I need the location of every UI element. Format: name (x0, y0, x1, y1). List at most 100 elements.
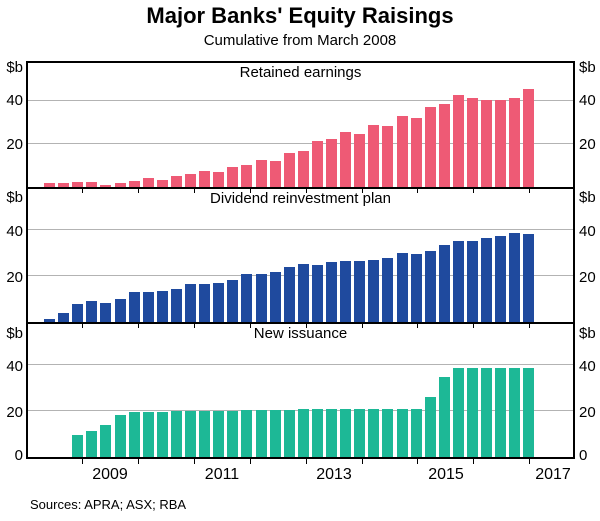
bar (424, 106, 436, 187)
bar (72, 181, 84, 187)
bar (269, 271, 281, 322)
bar (467, 98, 478, 187)
bar (213, 283, 225, 322)
bar (438, 376, 450, 457)
year-tick (82, 189, 83, 193)
bar (523, 367, 535, 457)
bar (438, 103, 450, 187)
year-tick (249, 324, 251, 328)
bar (297, 150, 309, 187)
bar (297, 263, 309, 322)
bar (410, 117, 422, 187)
bar (495, 367, 507, 457)
year-tick (305, 189, 307, 193)
bar (128, 180, 140, 187)
y-axis-tick-label: 40 (579, 223, 596, 240)
bar (340, 261, 352, 322)
bar (481, 238, 493, 322)
chart-subtitle: Cumulative from March 2008 (203, 32, 397, 49)
bar (199, 284, 211, 322)
bar (297, 408, 309, 457)
gridline-20 (28, 143, 573, 145)
y-axis-tick-label: 20 (6, 404, 23, 421)
year-tick (361, 324, 363, 328)
y-axis-unit-label: $b (579, 59, 596, 76)
bar (382, 408, 394, 457)
y-axis-tick-label: 40 (579, 92, 596, 109)
bar (100, 302, 112, 322)
year-tick (249, 189, 251, 193)
bar (227, 166, 239, 187)
x-axis-tick-label: 2017 (535, 466, 571, 483)
year-tick (361, 459, 363, 464)
year-tick (361, 189, 363, 193)
year-tick (473, 189, 475, 193)
year-tick (193, 459, 195, 464)
panel-new-issuance: New issuance (28, 324, 573, 457)
bar (170, 288, 182, 322)
bar (156, 291, 168, 322)
year-tick (529, 324, 531, 328)
y-axis-tick-label: 20 (6, 136, 23, 153)
year-tick (529, 459, 531, 464)
bar (467, 367, 478, 457)
gridline-40 (28, 229, 573, 231)
bar (481, 367, 493, 457)
y-axis-tick-label: 20 (6, 269, 23, 286)
year-tick (137, 459, 139, 464)
bar (326, 138, 337, 187)
bar (467, 240, 478, 322)
bar (283, 152, 295, 187)
bar (311, 264, 323, 322)
bar (269, 161, 281, 187)
bar (227, 279, 239, 322)
bar (100, 184, 112, 187)
bar (185, 284, 196, 322)
bar (213, 411, 225, 457)
bar (354, 133, 366, 187)
y-axis-tick-label: 0 (579, 447, 588, 464)
bar (340, 132, 352, 187)
y-axis-unit-label: $b (6, 189, 23, 206)
bar (227, 411, 239, 457)
panel-separator (28, 322, 573, 324)
bar (396, 116, 408, 187)
bar (255, 410, 267, 457)
year-tick (249, 459, 251, 464)
y-axis-tick-label: 40 (6, 358, 23, 375)
bar (241, 164, 253, 187)
bar (368, 125, 380, 187)
panel-title: New issuance (253, 325, 348, 342)
panel-dividend-reinvestment-plan: Dividend reinvestment plan (28, 189, 573, 322)
panel-retained-earnings: Retained earnings (28, 63, 573, 187)
year-tick (193, 189, 195, 193)
y-axis-tick-label: 40 (579, 358, 596, 375)
bar (311, 141, 323, 187)
bar (410, 408, 422, 457)
bar (509, 232, 521, 322)
bar (170, 411, 182, 457)
y-axis-unit-label: $b (6, 59, 23, 76)
bar (495, 100, 507, 187)
bar (142, 412, 154, 457)
bar (326, 262, 337, 322)
bar (114, 182, 126, 187)
bar (481, 100, 493, 187)
bar (241, 410, 253, 457)
year-tick (417, 459, 419, 464)
y-axis-unit-label: $b (6, 325, 23, 342)
bar (495, 236, 507, 322)
bar (354, 261, 366, 322)
bar (128, 292, 140, 322)
y-axis-tick-label: 20 (579, 136, 596, 153)
year-tick (417, 324, 419, 328)
bar (72, 303, 84, 322)
bar (326, 408, 337, 457)
panel-title: Retained earnings (239, 64, 362, 81)
bar (382, 257, 394, 322)
chart-title: Major Banks' Equity Raisings (146, 3, 454, 28)
x-axis-tick-label: 2009 (92, 466, 128, 483)
bar (58, 312, 70, 322)
bar (199, 411, 211, 457)
bar (354, 408, 366, 457)
